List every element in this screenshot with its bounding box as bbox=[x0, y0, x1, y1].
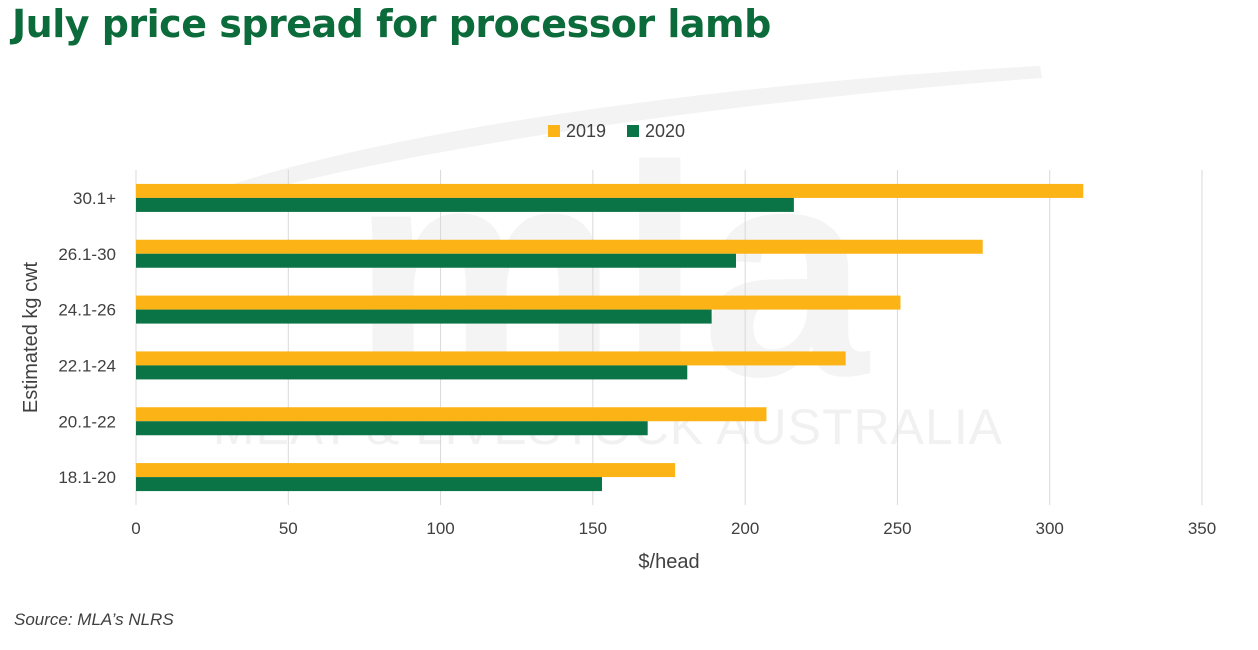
x-tick-label: 250 bbox=[883, 519, 911, 538]
bar-2019-22.1-24 bbox=[136, 351, 846, 366]
legend-swatch-2019 bbox=[548, 125, 560, 137]
bar-2020-24.1-26 bbox=[136, 309, 712, 324]
y-tick-label: 22.1-24 bbox=[58, 356, 116, 375]
bar-2020-20.1-22 bbox=[136, 421, 648, 436]
y-axis-title: Estimated kg cwt bbox=[20, 261, 42, 413]
bar-2019-30.1+ bbox=[136, 183, 1084, 198]
y-tick-label: 30.1+ bbox=[73, 189, 116, 208]
bar-2019-24.1-26 bbox=[136, 295, 901, 310]
page-title: July price spread for processor lamb bbox=[12, 2, 771, 46]
x-tick-label: 200 bbox=[731, 519, 759, 538]
legend-label-2020: 2020 bbox=[645, 121, 685, 141]
bar-2020-22.1-24 bbox=[136, 365, 688, 380]
x-tick-label: 100 bbox=[426, 519, 454, 538]
x-tick-label: 300 bbox=[1036, 519, 1064, 538]
bar-2020-26.1-30 bbox=[136, 253, 737, 268]
x-axis-title: $/head bbox=[638, 551, 699, 573]
bar-2019-20.1-22 bbox=[136, 407, 767, 422]
bar-2020-18.1-20 bbox=[136, 477, 602, 492]
legend-swatch-2020 bbox=[627, 125, 639, 137]
y-tick-label: 20.1-22 bbox=[58, 412, 116, 431]
x-tick-label: 350 bbox=[1188, 519, 1216, 538]
x-tick-label: 150 bbox=[579, 519, 607, 538]
legend-label-2019: 2019 bbox=[566, 121, 606, 141]
bar-2019-26.1-30 bbox=[136, 239, 983, 254]
y-tick-label: 18.1-20 bbox=[58, 468, 116, 487]
bar-2019-18.1-20 bbox=[136, 463, 676, 478]
y-tick-label: 26.1-30 bbox=[58, 245, 116, 264]
x-tick-label: 0 bbox=[131, 519, 140, 538]
x-tick-label: 50 bbox=[279, 519, 298, 538]
source-note: Source: MLA’s NLRS bbox=[14, 610, 174, 629]
y-tick-label: 24.1-26 bbox=[58, 301, 116, 320]
bar-2020-30.1+ bbox=[136, 197, 794, 212]
